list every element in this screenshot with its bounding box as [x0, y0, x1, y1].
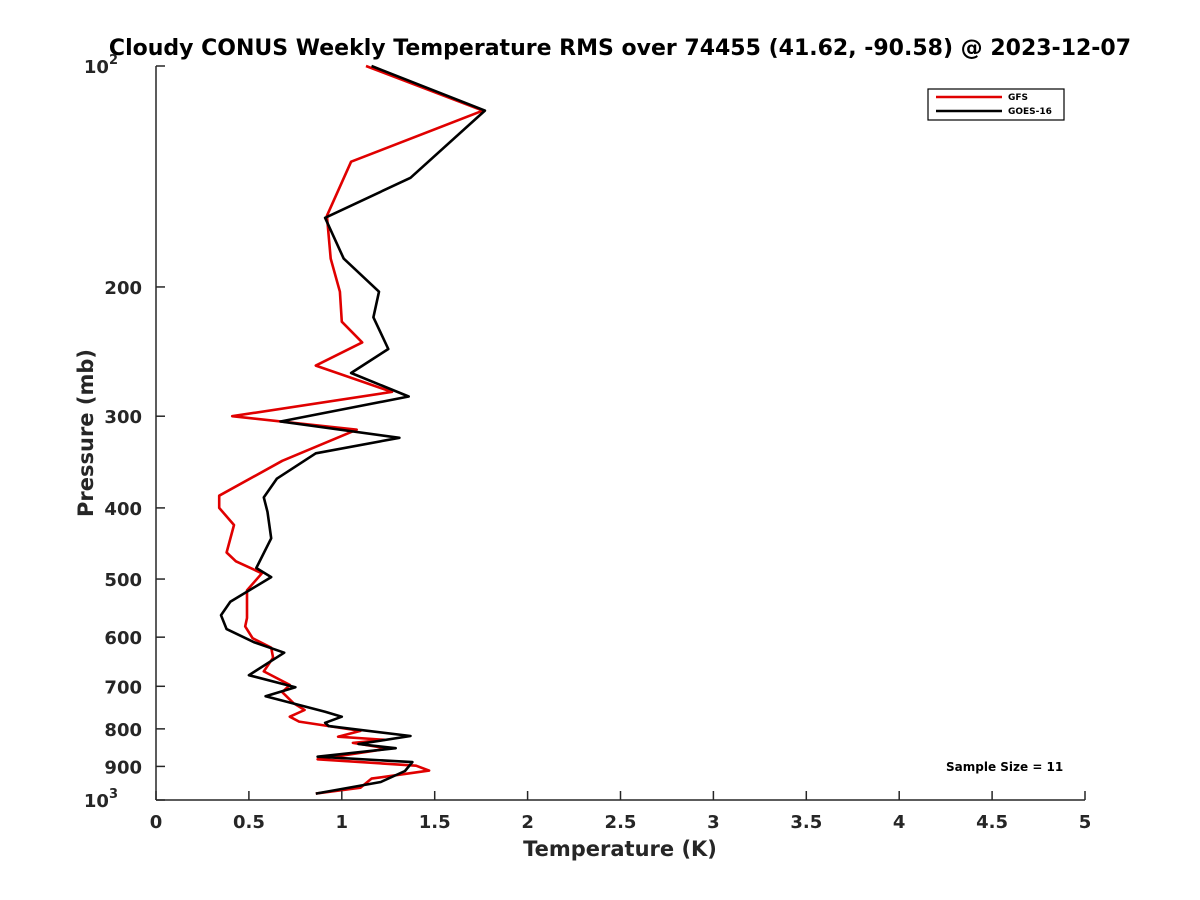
axes — [155, 66, 1085, 801]
series-line-goes16 — [219, 64, 487, 795]
x-tick-label: 3.5 — [790, 812, 822, 833]
legend-label-goes16: GOES-16 — [1008, 107, 1052, 117]
x-tick-label: 2 — [521, 812, 534, 833]
x-tick-label: 5 — [1079, 812, 1092, 833]
y-tick-label: 102 — [84, 53, 118, 78]
x-tick-label: 4.5 — [976, 812, 1008, 833]
x-tick-label: 1 — [336, 812, 349, 833]
y-tick-label: 400 — [104, 499, 142, 520]
y-axis-label: Pressure (mb) — [74, 349, 98, 517]
y-tick-label: 103 — [84, 787, 118, 812]
legend: GFS GOES-16 — [927, 88, 1065, 121]
series-layer — [217, 64, 487, 795]
x-tick-label: 1.5 — [419, 812, 451, 833]
y-tick-label: 700 — [104, 677, 142, 698]
x-tick-label: 2.5 — [605, 812, 637, 833]
y-tick-label: 800 — [104, 720, 142, 741]
y-tick-label: 500 — [104, 570, 142, 591]
x-ticks: 0 0.5 1 1.5 2 2.5 3 3.5 4 4.5 5 — [150, 791, 1092, 833]
series-line-gfs — [217, 64, 485, 795]
y-tick-label: 300 — [104, 407, 142, 428]
sample-size-annotation: Sample Size = 11 — [946, 760, 1063, 774]
y-ticks: 102 200 300 400 500 600 700 800 900 103 — [84, 53, 165, 812]
y-tick-label: 600 — [104, 628, 142, 649]
chart-title: Cloudy CONUS Weekly Temperature RMS over… — [109, 36, 1131, 61]
legend-box — [927, 88, 1065, 121]
x-tick-label: 3 — [707, 812, 720, 833]
x-tick-label: 0.5 — [233, 812, 265, 833]
y-tick-label: 200 — [104, 278, 142, 299]
y-tick-label: 900 — [104, 757, 142, 778]
x-tick-label: 4 — [893, 812, 906, 833]
x-axis-label: Temperature (K) — [523, 837, 717, 861]
x-tick-label: 0 — [150, 812, 163, 833]
legend-label-gfs: GFS — [1008, 93, 1028, 103]
